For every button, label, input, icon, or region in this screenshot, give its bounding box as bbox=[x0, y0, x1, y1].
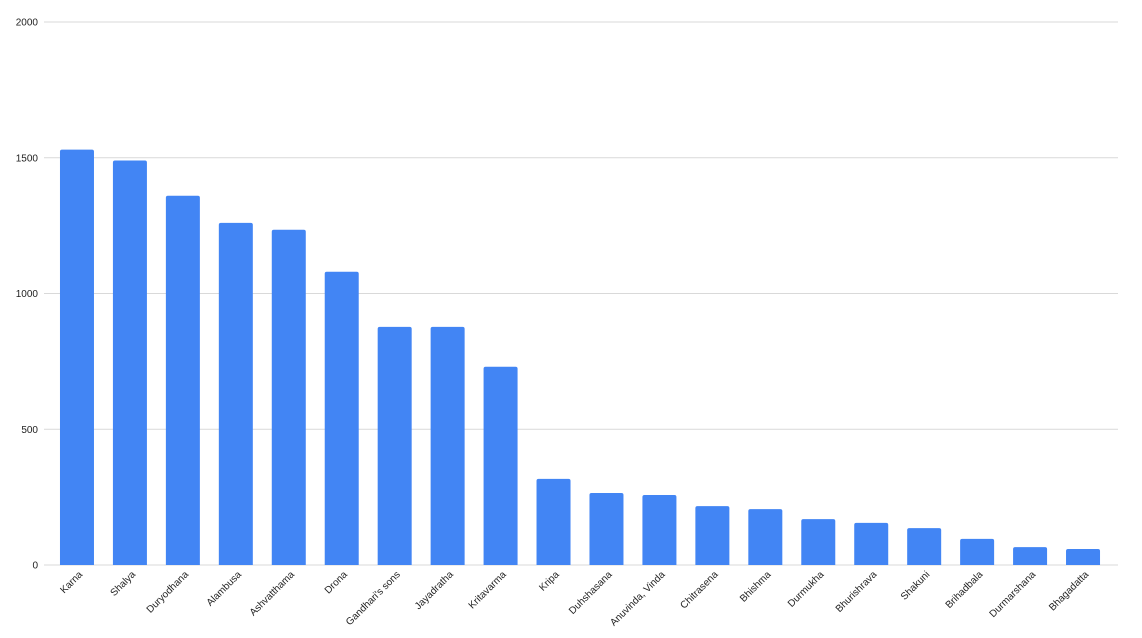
x-tick-label: Karna bbox=[58, 569, 85, 596]
bar bbox=[907, 528, 942, 565]
y-tick-label: 500 bbox=[21, 425, 38, 436]
y-tick-label: 1000 bbox=[16, 289, 39, 300]
bar bbox=[112, 160, 147, 565]
x-tick-label: Drona bbox=[323, 569, 350, 596]
bar bbox=[801, 519, 836, 565]
bar bbox=[748, 509, 783, 565]
bar bbox=[642, 494, 677, 565]
bar bbox=[218, 222, 253, 565]
x-tick-label: Bhagadatta bbox=[1047, 569, 1091, 613]
x-tick-label: Ashvatthama bbox=[248, 569, 297, 618]
bar bbox=[1013, 547, 1048, 565]
x-tick-label: Jayadratha bbox=[413, 569, 456, 612]
x-tick-label: Kripa bbox=[537, 569, 562, 594]
bar bbox=[536, 478, 571, 565]
x-tick-label: Alambusa bbox=[205, 569, 245, 609]
x-tick-label: Duryodhana bbox=[145, 569, 192, 616]
x-tick-label: Shalya bbox=[109, 569, 139, 599]
x-tick-label: Chitrasena bbox=[679, 569, 721, 611]
bar bbox=[483, 366, 518, 565]
x-tick-label: Kritavarma bbox=[467, 569, 509, 611]
bar bbox=[1066, 548, 1101, 565]
bar bbox=[695, 506, 730, 565]
bar bbox=[854, 522, 889, 565]
x-tick-label: Anuvinda, Vinda bbox=[608, 569, 667, 628]
x-tick-label: Bhurishrava bbox=[834, 569, 880, 615]
y-tick-label: 2000 bbox=[16, 18, 39, 29]
bar bbox=[324, 271, 359, 565]
bar bbox=[430, 326, 465, 565]
bar bbox=[271, 229, 306, 565]
bar bbox=[960, 538, 995, 565]
y-tick-label: 1500 bbox=[16, 153, 39, 164]
bar bbox=[165, 195, 200, 565]
bar bbox=[59, 149, 94, 566]
x-tick-label: Gandhari's sons bbox=[344, 569, 403, 628]
x-tick-label: Durmarshana bbox=[988, 569, 1039, 620]
bar bbox=[377, 326, 412, 565]
x-tick-label: Duhshasana bbox=[567, 569, 615, 617]
x-tick-label: Shakuni bbox=[899, 569, 932, 602]
x-tick-label: Brihadbala bbox=[944, 569, 986, 611]
x-tick-label: Durmukha bbox=[786, 569, 827, 610]
x-tick-label: Bhishma bbox=[738, 569, 774, 605]
y-tick-label: 0 bbox=[32, 561, 38, 572]
bar bbox=[589, 493, 624, 565]
